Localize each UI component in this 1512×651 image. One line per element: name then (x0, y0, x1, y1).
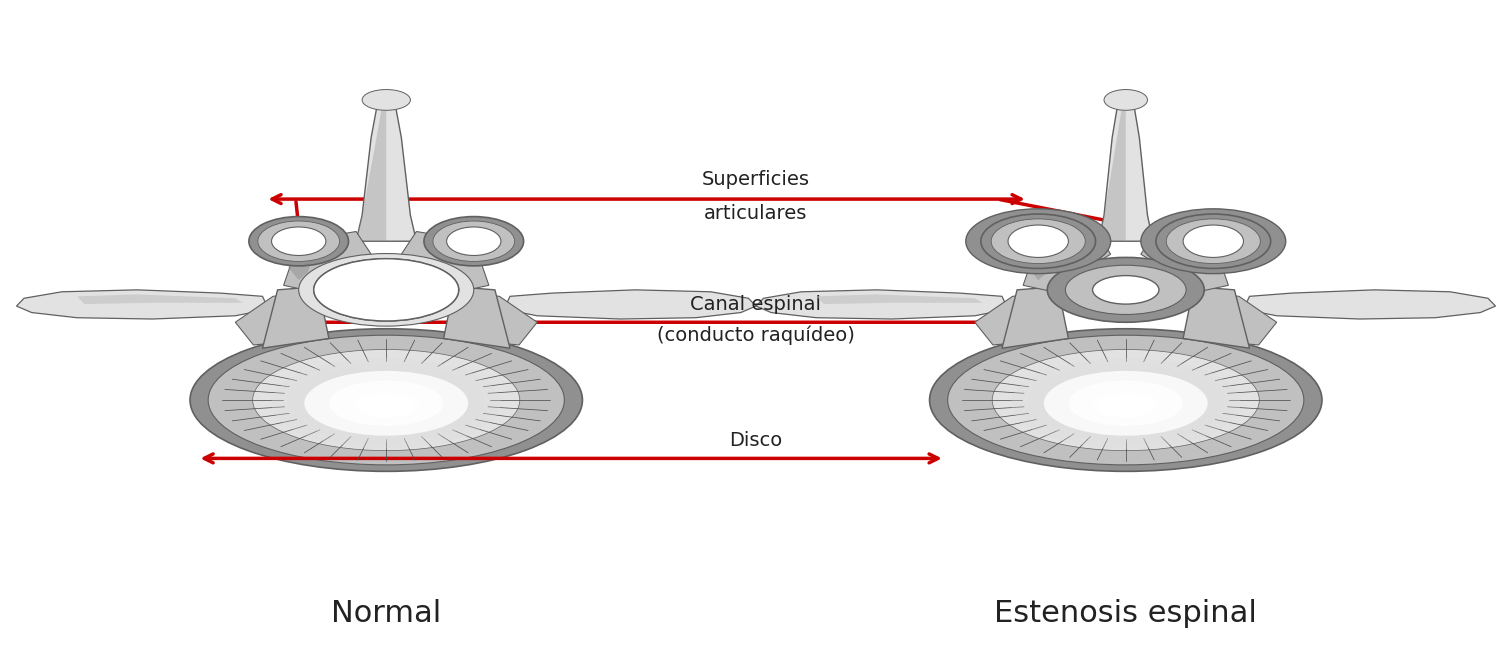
Ellipse shape (1104, 289, 1134, 301)
Ellipse shape (1104, 90, 1148, 110)
Ellipse shape (1114, 281, 1145, 293)
Text: articulares: articulares (705, 204, 807, 223)
Polygon shape (17, 290, 269, 319)
Polygon shape (443, 286, 510, 348)
Ellipse shape (455, 232, 478, 243)
Polygon shape (355, 92, 386, 242)
Polygon shape (1002, 286, 1069, 348)
Ellipse shape (423, 217, 523, 266)
Ellipse shape (330, 381, 443, 426)
Ellipse shape (948, 335, 1303, 465)
Ellipse shape (361, 90, 410, 110)
Polygon shape (1099, 92, 1126, 242)
Ellipse shape (249, 217, 348, 266)
Ellipse shape (432, 221, 514, 262)
Ellipse shape (1009, 225, 1069, 257)
Polygon shape (77, 294, 243, 304)
Ellipse shape (259, 221, 340, 262)
Polygon shape (1028, 245, 1054, 280)
Text: Disco: Disco (729, 431, 783, 450)
Ellipse shape (1157, 214, 1270, 268)
Ellipse shape (981, 214, 1096, 268)
Ellipse shape (1043, 371, 1208, 436)
Polygon shape (1099, 92, 1154, 242)
Ellipse shape (1093, 275, 1160, 304)
Ellipse shape (357, 395, 414, 418)
Ellipse shape (1098, 395, 1155, 418)
Ellipse shape (280, 232, 302, 243)
Ellipse shape (446, 227, 500, 255)
Ellipse shape (1048, 257, 1204, 322)
Polygon shape (284, 232, 370, 292)
Ellipse shape (354, 391, 419, 416)
Ellipse shape (1123, 284, 1154, 296)
Polygon shape (289, 245, 314, 280)
Polygon shape (1142, 232, 1228, 292)
Text: Superficies: Superficies (702, 171, 810, 189)
Polygon shape (1182, 292, 1276, 345)
Polygon shape (503, 290, 756, 319)
Polygon shape (816, 294, 983, 304)
Ellipse shape (304, 371, 469, 436)
Polygon shape (1243, 290, 1495, 319)
Ellipse shape (1182, 225, 1243, 257)
Ellipse shape (1012, 358, 1240, 449)
Ellipse shape (1114, 286, 1145, 298)
Ellipse shape (1018, 232, 1042, 243)
Polygon shape (401, 232, 488, 292)
Ellipse shape (314, 258, 458, 321)
Ellipse shape (1105, 280, 1136, 292)
Ellipse shape (992, 219, 1086, 264)
Ellipse shape (930, 329, 1321, 471)
Ellipse shape (1028, 365, 1225, 442)
Text: Canal espinal: Canal espinal (691, 295, 821, 314)
Ellipse shape (272, 227, 327, 255)
Polygon shape (1182, 286, 1249, 348)
Ellipse shape (1166, 219, 1261, 264)
Ellipse shape (209, 335, 564, 465)
Ellipse shape (299, 253, 473, 326)
Ellipse shape (1193, 232, 1217, 243)
Polygon shape (263, 286, 330, 348)
Ellipse shape (314, 258, 458, 321)
Ellipse shape (966, 209, 1111, 273)
Ellipse shape (253, 350, 520, 450)
Polygon shape (443, 292, 537, 345)
Polygon shape (975, 292, 1069, 345)
Ellipse shape (1066, 265, 1185, 314)
Polygon shape (756, 290, 1009, 319)
Ellipse shape (1069, 381, 1182, 426)
Ellipse shape (272, 358, 500, 449)
Text: (conducto raquídeo): (conducto raquídeo) (658, 326, 854, 345)
Polygon shape (355, 92, 416, 242)
Ellipse shape (1102, 284, 1132, 296)
Ellipse shape (992, 350, 1259, 450)
Text: Normal: Normal (331, 600, 442, 628)
Ellipse shape (1142, 209, 1285, 273)
Text: Estenosis espinal: Estenosis espinal (995, 600, 1256, 628)
Polygon shape (236, 292, 330, 345)
Ellipse shape (1093, 391, 1158, 416)
Polygon shape (1024, 232, 1111, 292)
Ellipse shape (191, 329, 582, 471)
Ellipse shape (287, 365, 484, 442)
